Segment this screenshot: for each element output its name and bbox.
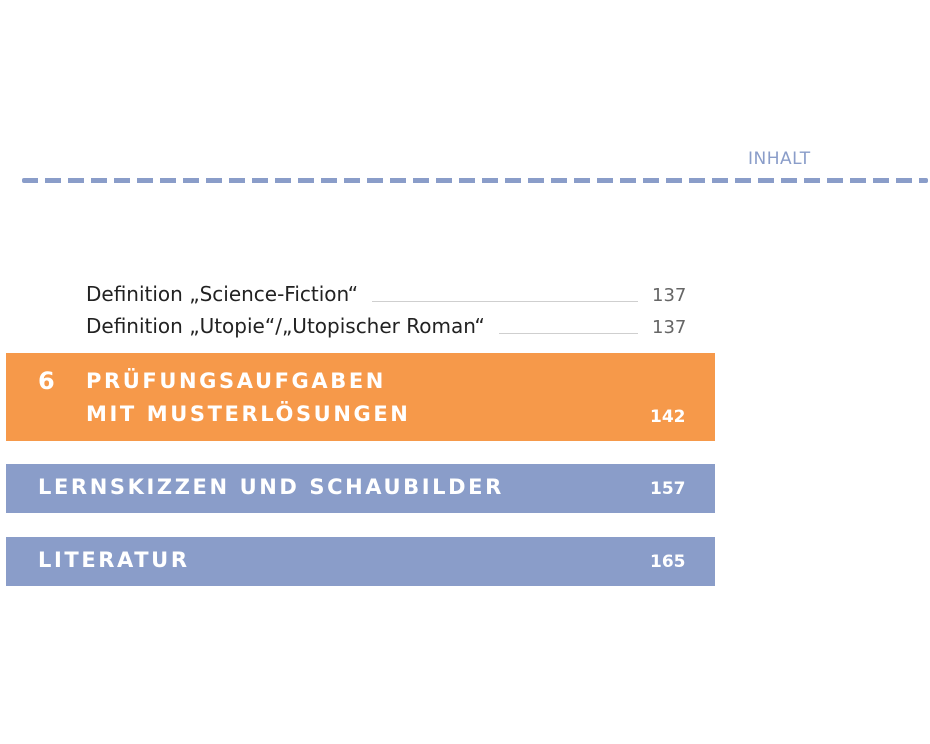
toc-entry-page: 137 bbox=[652, 317, 687, 338]
section-page: 157 bbox=[650, 479, 686, 499]
chapter-6-bar[interactable]: 6 PRÜFUNGSAUFGABEN MIT MUSTERLÖSUNGEN 14… bbox=[6, 353, 715, 441]
toc-entry-page: 137 bbox=[652, 285, 687, 306]
running-header: INHALT bbox=[748, 149, 811, 169]
toc-entry[interactable]: Definition „Science-Fiction“ 137 bbox=[86, 278, 686, 306]
toc-entry[interactable]: Definition „Utopie“/„Utopischer Roman“ 1… bbox=[86, 310, 686, 338]
chapter-page: 142 bbox=[650, 407, 686, 427]
toc-entry-text: Definition „Science-Fiction“ bbox=[86, 282, 359, 306]
section-page: 165 bbox=[650, 552, 686, 572]
toc-leader-line bbox=[372, 300, 638, 302]
toc-entry-text: Definition „Utopie“/„Utopischer Roman“ bbox=[86, 314, 485, 338]
section-title: LITERATUR bbox=[38, 548, 190, 572]
dashed-divider bbox=[22, 178, 928, 183]
section-bar-lernskizzen[interactable]: LERNSKIZZEN UND SCHAUBILDER 157 bbox=[6, 464, 715, 513]
chapter-title-line1: PRÜFUNGSAUFGABEN bbox=[86, 369, 386, 393]
section-bar-literatur[interactable]: LITERATUR 165 bbox=[6, 537, 715, 586]
section-title: LERNSKIZZEN UND SCHAUBILDER bbox=[38, 475, 504, 499]
toc-leader-line bbox=[498, 332, 638, 334]
chapter-number: 6 bbox=[38, 367, 55, 395]
chapter-title-line2: MIT MUSTERLÖSUNGEN bbox=[86, 402, 411, 426]
